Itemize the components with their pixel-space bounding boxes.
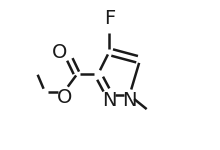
Text: N: N: [102, 91, 117, 110]
Text: F: F: [104, 9, 115, 28]
Text: O: O: [52, 43, 68, 62]
Text: N: N: [122, 91, 137, 110]
Text: O: O: [57, 88, 72, 107]
